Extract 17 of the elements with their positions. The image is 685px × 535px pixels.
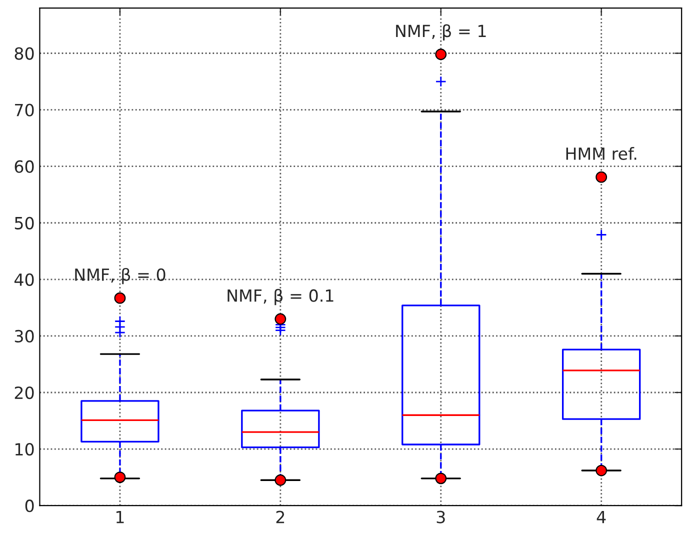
y-tick-label: 30 (14, 330, 34, 343)
annotation: NMF, β = 0 (75, 268, 166, 284)
y-tick-label: 0 (25, 500, 34, 512)
annotation: NMF, β = 1 (396, 24, 486, 40)
y-tick-label: 70 (15, 104, 34, 116)
y-tick-label: 20 (14, 386, 34, 400)
annotation: HMM ref. (566, 147, 636, 160)
y-tick-label: 50 (14, 216, 34, 230)
x-tick-label: 1 (116, 510, 124, 524)
x-tick-label: 4 (596, 510, 606, 524)
x-tick-label: 2 (276, 510, 284, 524)
y-tick-label: 60 (14, 160, 34, 173)
y-tick-label: 40 (14, 273, 34, 286)
annotation: NMF, β = 0.1 (228, 288, 334, 306)
x-tick-label: 3 (436, 510, 445, 524)
y-tick-label: 80 (14, 47, 34, 60)
y-tick-label: 10 (15, 442, 34, 456)
